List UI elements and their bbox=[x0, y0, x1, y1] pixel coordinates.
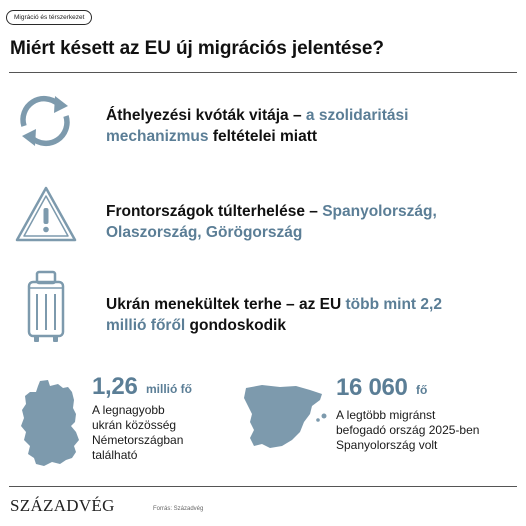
source-note: Forrás: Századvég bbox=[153, 506, 204, 512]
spain-stat-value: 16 060 bbox=[336, 374, 408, 401]
germany-map-icon bbox=[16, 378, 86, 475]
germany-stat-value: 1,26 bbox=[92, 373, 138, 400]
germany-stat-unit: millió fő bbox=[146, 382, 192, 396]
top-divider bbox=[9, 72, 517, 73]
row-frontline-text: Frontországok túlterhelése – Spanyolorsz… bbox=[106, 203, 437, 241]
page-title: Miért késett az EU új migrációs jelentés… bbox=[10, 38, 384, 59]
row-quota-text: Áthelyezési kvóták vitája – a szolidarit… bbox=[106, 107, 409, 145]
spain-stat-unit: fő bbox=[416, 383, 428, 397]
bottom-divider bbox=[9, 486, 517, 487]
row-ukrainian-text: Ukrán menekültek terhe – az EU több mint… bbox=[106, 296, 442, 334]
brand-logo: SZÁZADVÉG bbox=[10, 496, 115, 515]
spain-stat-description: A legtöbb migránst befogadó ország 2025-… bbox=[336, 408, 480, 452]
refresh-arrows-icon bbox=[14, 92, 76, 155]
spain-map-icon bbox=[240, 382, 330, 461]
category-tag: Migráció és térszerkezet bbox=[6, 10, 93, 25]
suitcase-icon bbox=[26, 270, 66, 349]
germany-stat-description: A legnagyobb ukrán közösség Németországb… bbox=[92, 403, 184, 462]
warning-triangle-icon bbox=[13, 184, 79, 251]
